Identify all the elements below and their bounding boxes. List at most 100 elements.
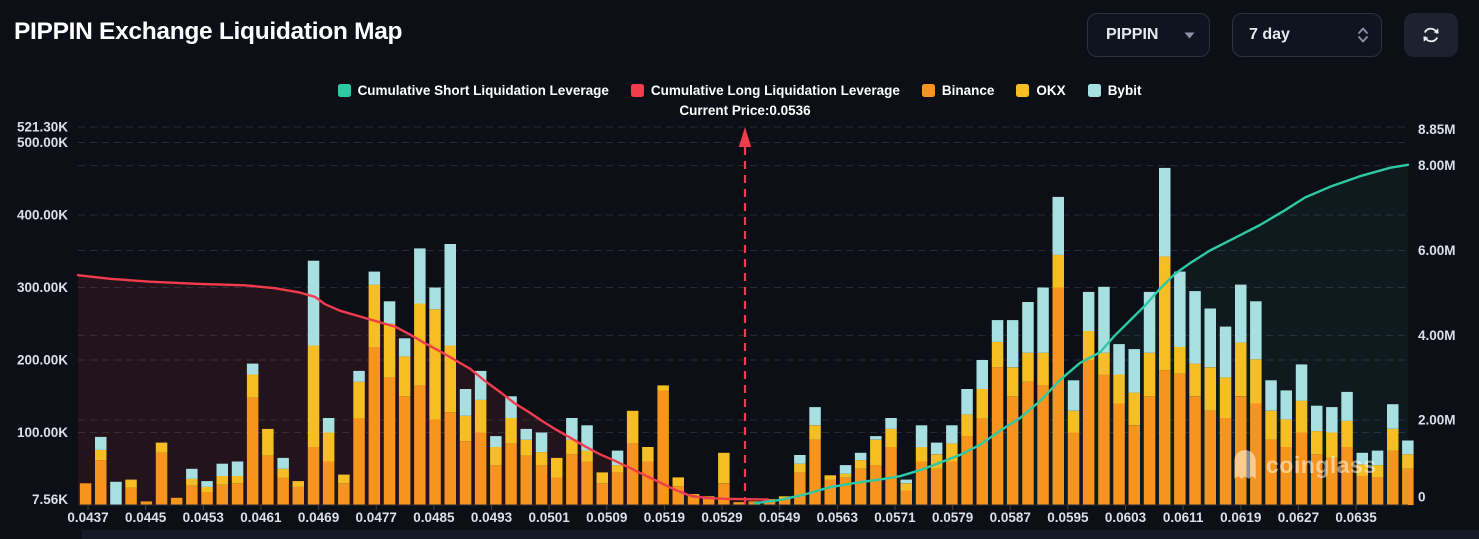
bar-segment-binance: [474, 432, 487, 505]
legend-item-bybit[interactable]: Bybit: [1087, 83, 1142, 98]
right-axis-label: 0: [1418, 490, 1426, 505]
bar-segment-bybit: [1189, 291, 1201, 364]
bar-segment-bybit: [794, 455, 806, 464]
bar-segment-okx: [794, 463, 806, 473]
bar-segment-okx: [322, 432, 335, 462]
bar-segment-okx: [672, 477, 684, 487]
x-axis-label: 0.0611: [1163, 510, 1204, 525]
bar-segment-bybit: [444, 244, 456, 346]
bar-segment-okx: [1098, 352, 1110, 375]
bar-segment-okx: [307, 345, 320, 447]
bar-segment-binance: [733, 502, 745, 505]
bar-segment-bybit: [490, 436, 502, 447]
bar-segment-bybit: [520, 428, 532, 440]
legend-swatch-icon: [921, 84, 935, 97]
legend-item-cumulative-long-liquidation-leverage[interactable]: Cumulative Long Liquidation Leverage: [630, 83, 900, 98]
bar-segment-bybit: [1204, 308, 1216, 368]
bar-segment-binance: [322, 461, 335, 505]
x-axis-label: 0.0563: [817, 510, 859, 525]
legend-item-binance[interactable]: Binance: [921, 83, 994, 98]
bar-segment-okx: [566, 439, 578, 455]
bar-segment-binance: [1006, 396, 1019, 506]
x-axis-label: 0.0549: [759, 510, 800, 525]
bar-segment-bybit: [535, 432, 548, 453]
bar-segment-bybit: [946, 425, 958, 444]
bar-segment-bybit: [383, 301, 396, 324]
x-axis-label: 0.0453: [183, 510, 225, 525]
bar-segment-okx: [1219, 377, 1232, 418]
bar-segment-bybit: [1265, 380, 1277, 411]
bar-segment-okx: [976, 389, 988, 418]
legend-label: Bybit: [1107, 83, 1142, 98]
bar-segment-bybit: [1128, 349, 1140, 393]
bar-segment-binance: [824, 479, 836, 505]
bar-segment-okx: [809, 425, 821, 440]
bar-segment-binance: [566, 454, 578, 506]
bar-segment-okx: [718, 452, 730, 484]
bar-segment-okx: [642, 447, 654, 462]
bar-segment-bybit: [1219, 326, 1232, 378]
bar-segment-okx: [459, 415, 472, 442]
bar-segment-okx: [490, 447, 502, 466]
bar-segment-okx: [429, 309, 441, 420]
bar-segment-bybit: [1113, 344, 1125, 375]
bar-segment-bybit: [1341, 391, 1353, 421]
bar-segment-binance: [201, 491, 213, 505]
bar-segment-okx: [611, 465, 624, 473]
bar-segment-okx: [1037, 352, 1049, 386]
bar-segment-okx: [1174, 347, 1186, 374]
long-liquidation-line: [76, 274, 770, 501]
bar-segment-binance: [125, 487, 137, 505]
bar-segment-binance: [1204, 410, 1216, 506]
bar-segment-binance: [839, 477, 852, 505]
bar-segment-binance: [702, 499, 715, 505]
chart-legend: Cumulative Short Liquidation Leverage Cum…: [0, 83, 1479, 98]
legend-item-okx[interactable]: OKX: [1016, 83, 1066, 98]
bar-segment-bybit: [1280, 390, 1292, 420]
bar-segment-bybit: [900, 479, 912, 484]
bar-segment-bybit: [1052, 196, 1064, 255]
bar-segment-bybit: [581, 425, 593, 451]
bar-segment-bybit: [566, 418, 578, 440]
chart-scrollbar[interactable]: [82, 530, 1479, 539]
bar-segment-binance: [551, 477, 563, 505]
bar-segment-okx: [839, 473, 852, 478]
bar-segment-binance: [186, 485, 198, 505]
bar-segment-bybit: [1371, 450, 1384, 466]
bar-segment-binance: [1295, 432, 1308, 505]
legend-swatch-icon: [1016, 84, 1030, 97]
bar-segment-okx: [353, 381, 365, 419]
bar-segment-bybit: [611, 450, 624, 466]
bar-segment-binance: [231, 483, 244, 506]
bar-segment-binance: [1265, 439, 1277, 506]
refresh-button[interactable]: [1404, 13, 1458, 57]
bar-segment-binance: [1174, 373, 1186, 505]
bar-segment-binance: [398, 396, 411, 506]
bar-segment-binance: [1022, 381, 1034, 506]
bar-segment-okx: [748, 501, 760, 503]
bar-segment-okx: [414, 303, 426, 386]
bar-segment-okx: [885, 428, 897, 447]
legend-swatch-icon: [337, 84, 351, 97]
x-axis-label: 0.0603: [1105, 510, 1147, 525]
bar-segment-bybit: [246, 363, 259, 375]
bar-segment-binance: [900, 490, 912, 505]
bar-segment-okx: [778, 496, 791, 499]
bar-segment-okx: [1341, 420, 1353, 447]
bar-segment-okx: [505, 418, 517, 444]
legend-swatch-icon: [630, 84, 644, 97]
bar-segment-binance: [459, 441, 472, 505]
bar-segment-binance: [626, 443, 639, 505]
bar-segment-bybit: [201, 481, 213, 487]
right-axis-label: 6.00M: [1418, 243, 1456, 258]
bar-segment-bybit: [1082, 291, 1095, 331]
coin-select[interactable]: PIPPIN: [1087, 13, 1210, 57]
legend-item-cumulative-short-liquidation-leverage[interactable]: Cumulative Short Liquidation Leverage: [337, 83, 609, 98]
bar-segment-bybit: [414, 248, 426, 304]
period-select[interactable]: 7 day: [1232, 13, 1382, 57]
bar-segment-okx: [201, 486, 213, 492]
bar-segment-okx: [398, 356, 411, 397]
bar-segment-bybit: [1356, 452, 1368, 465]
bar-segment-bybit: [277, 457, 289, 469]
